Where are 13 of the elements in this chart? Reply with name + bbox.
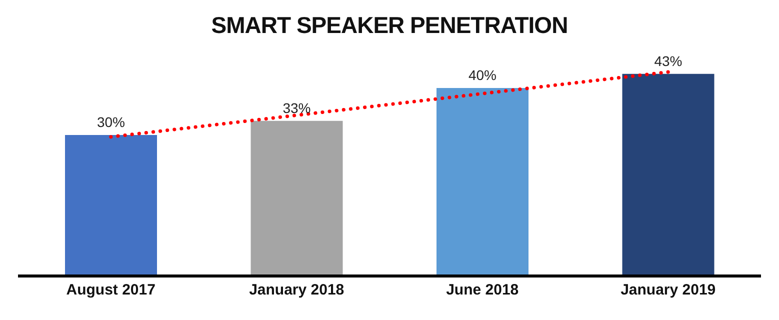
data-label: 30% — [96, 114, 126, 130]
bar — [250, 120, 343, 276]
bar — [436, 88, 528, 276]
data-label: 43% — [654, 52, 682, 69]
chart-title: SMART SPEAKER PENETRATION — [210, 11, 569, 40]
data-label: 40% — [468, 66, 497, 83]
x-tick-label: June 2018 — [446, 282, 519, 299]
x-tick-label: August 2017 — [66, 282, 156, 299]
bar — [622, 74, 714, 276]
data-label: 33% — [282, 100, 311, 116]
x-tick-label: January 2019 — [620, 282, 716, 299]
bar — [65, 134, 157, 276]
x-tick-label: January 2018 — [249, 282, 344, 299]
